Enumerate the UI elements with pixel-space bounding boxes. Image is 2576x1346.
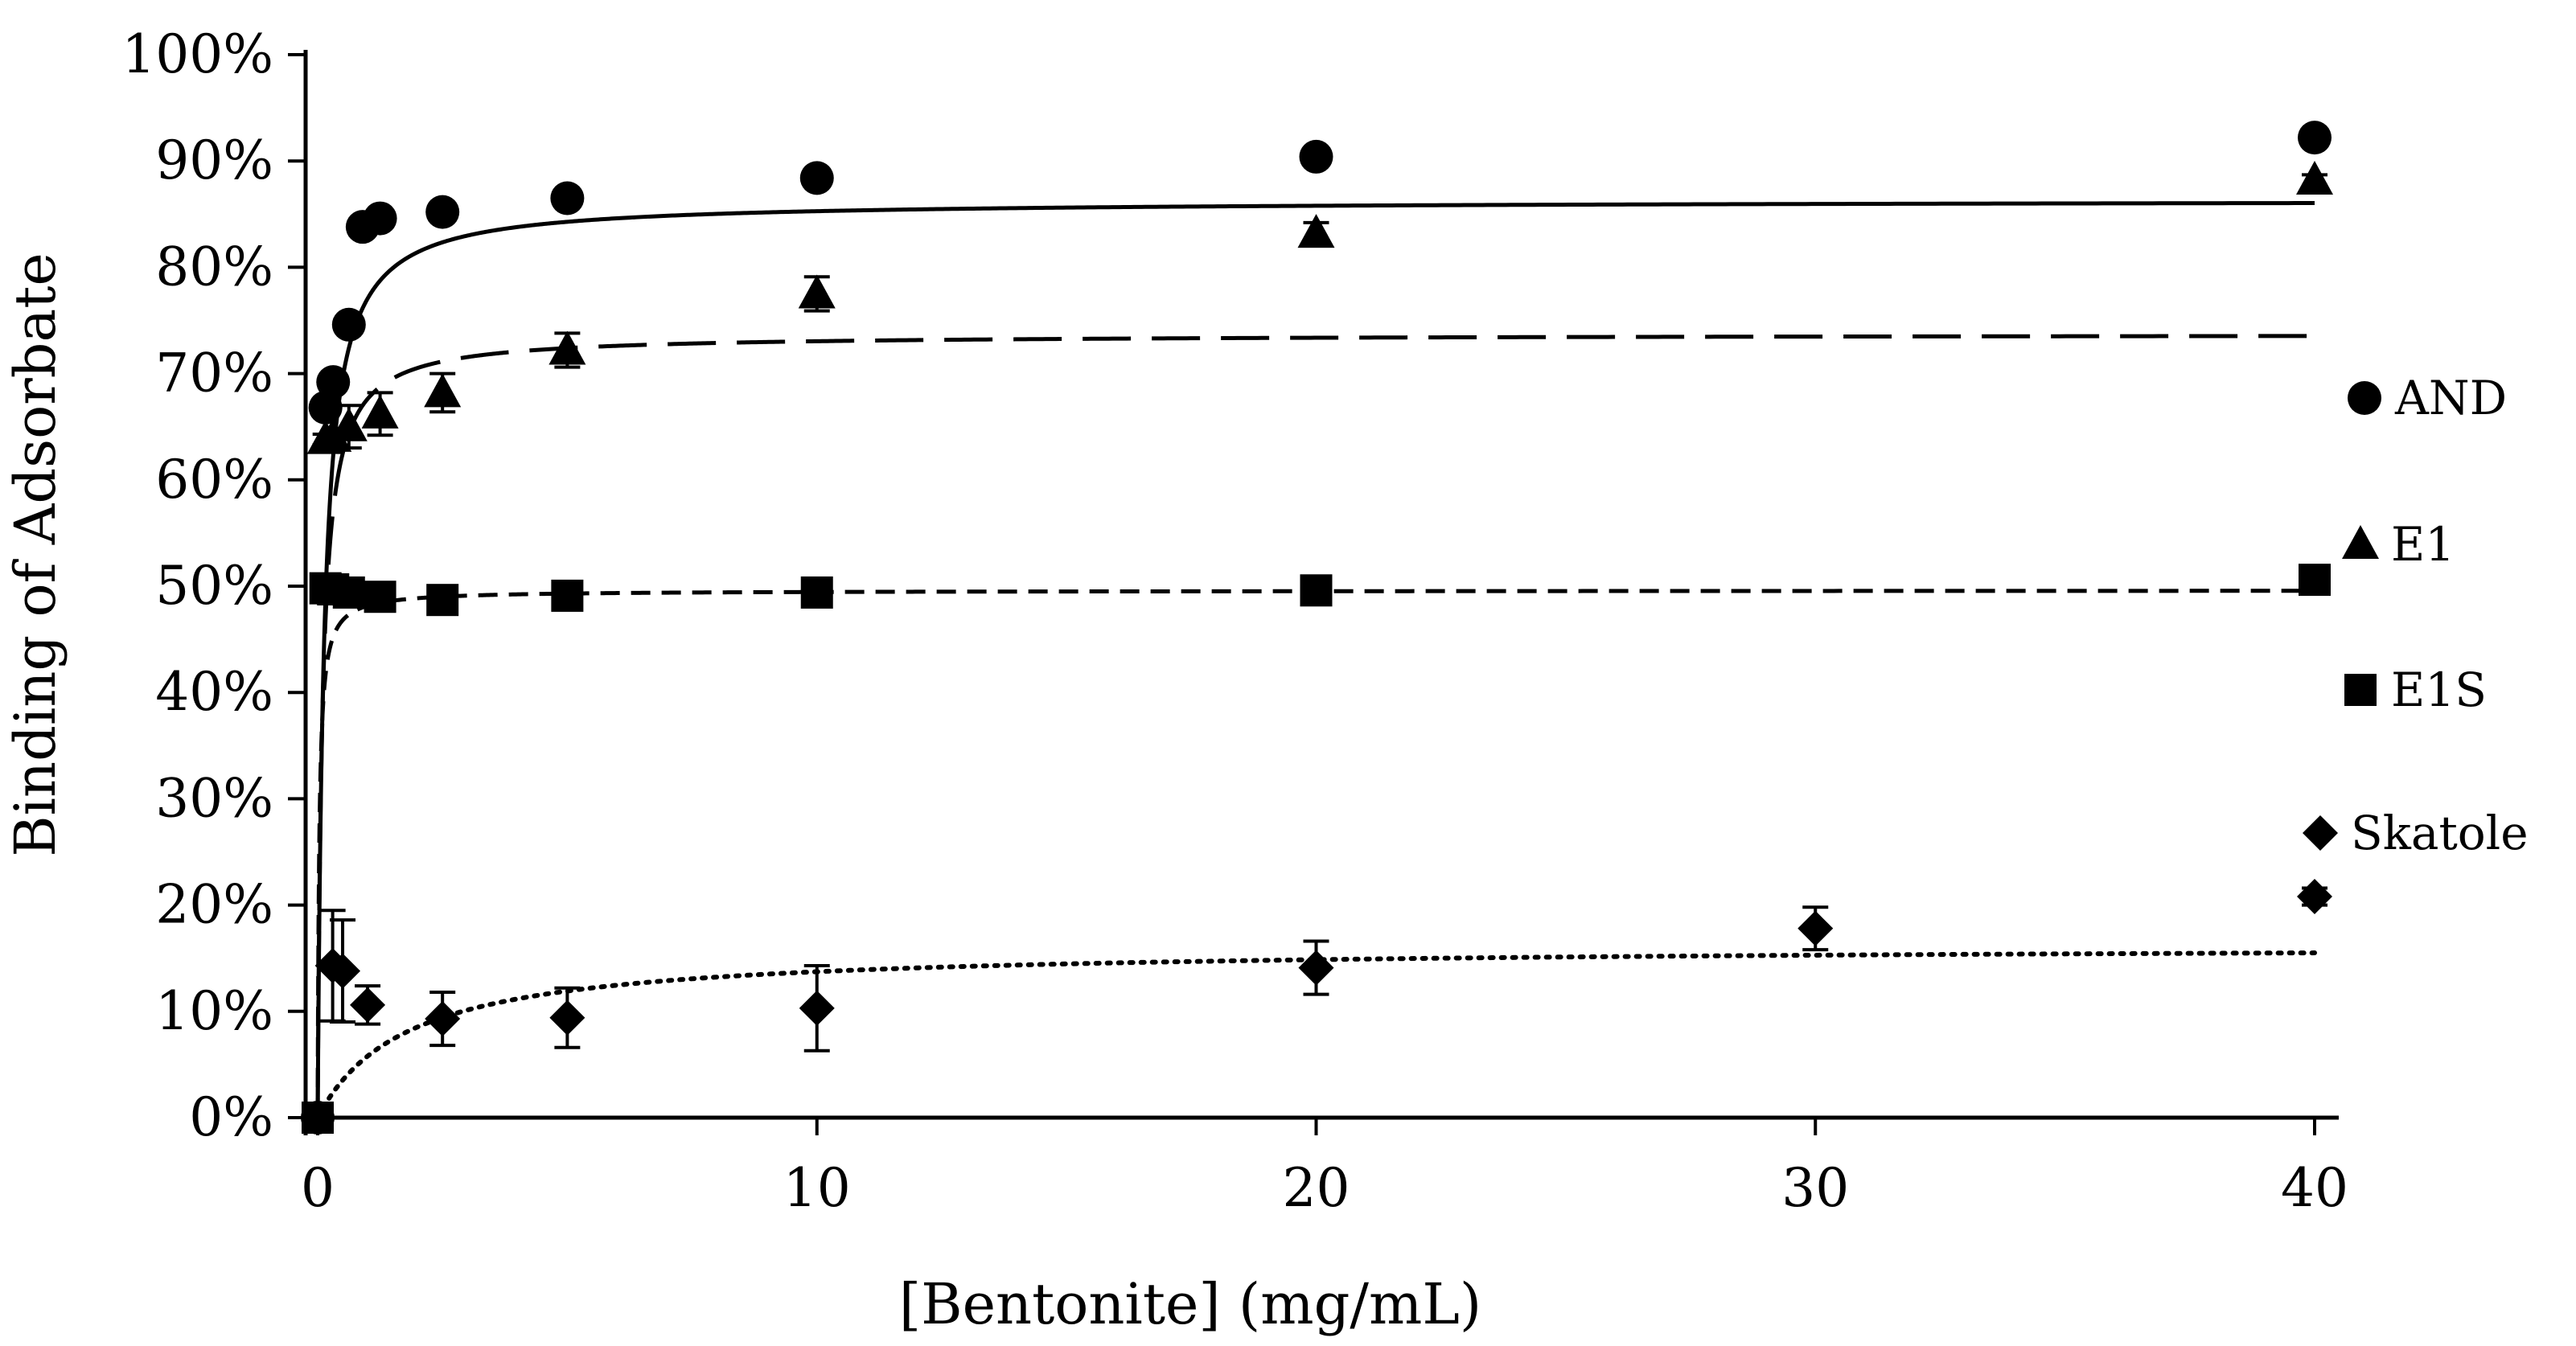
y-tick-label: 10% xyxy=(155,980,273,1042)
legend-item-and: AND xyxy=(2348,371,2507,425)
legend-item-e1s: E1S xyxy=(2344,663,2487,717)
y-tick-label: 50% xyxy=(155,555,273,617)
marker-e1 xyxy=(548,330,586,365)
marker-and xyxy=(2298,121,2332,155)
marker-e1s xyxy=(800,576,833,609)
marker-e1 xyxy=(361,394,399,429)
marker-and xyxy=(345,210,380,244)
marker-and xyxy=(331,307,366,342)
tick-labels: 0% 10% 20% 30% 40% 50% 60% 70% 80% 90% 100% 0 10 20 30… xyxy=(121,23,2348,1219)
marker-and xyxy=(316,365,351,400)
x-tick-label: 30 xyxy=(1781,1157,1849,1219)
marker-e1 xyxy=(2296,160,2333,195)
fit-curve-skatole xyxy=(315,950,2317,1120)
y-tick-label: 100% xyxy=(121,23,273,85)
x-tick-label: 40 xyxy=(2281,1157,2348,1219)
y-tick-label: 90% xyxy=(155,129,273,191)
axes xyxy=(288,50,2339,1135)
marker-skatole xyxy=(799,990,835,1026)
legend-label: AND xyxy=(2394,371,2507,425)
legend-label: E1 xyxy=(2391,517,2455,572)
marker-e1s xyxy=(551,579,584,612)
marker-e1s xyxy=(1300,574,1333,607)
marker-e1 xyxy=(1297,214,1335,248)
marker-skatole xyxy=(1797,910,1834,946)
fit-curve-e1 xyxy=(315,334,2315,1118)
marker-e1s xyxy=(426,584,459,617)
x-axis-title: [Bentonite] (mg/mL) xyxy=(899,1271,1481,1337)
error-bars xyxy=(312,173,2327,1053)
marker-skatole xyxy=(350,987,386,1023)
marker-and xyxy=(550,181,585,215)
marker-e1s xyxy=(364,581,396,613)
x-tick-label: 10 xyxy=(783,1157,851,1219)
marker-e1 xyxy=(798,274,836,309)
legend-marker-e1s xyxy=(2344,674,2377,706)
legend-item-e1: E1 xyxy=(2342,517,2455,572)
marker-and xyxy=(799,161,834,195)
y-tick-label: 20% xyxy=(155,874,273,936)
legend-label: Skatole xyxy=(2351,806,2529,860)
y-tick-label: 40% xyxy=(155,661,273,723)
marker-and xyxy=(1299,139,1333,174)
marker-e1s xyxy=(2299,564,2331,597)
legend: AND E1 E1S Skatole xyxy=(2303,371,2529,860)
marker-skatole xyxy=(2297,879,2332,915)
fit-curve-e1s xyxy=(315,589,2315,1118)
marker-and xyxy=(425,195,460,229)
marker-skatole xyxy=(425,1001,461,1037)
marker-and xyxy=(308,390,343,425)
y-tick-label: 0% xyxy=(189,1086,273,1148)
marker-e1s xyxy=(302,1102,334,1134)
y-tick-label: 60% xyxy=(155,449,273,511)
marker-e1 xyxy=(424,373,462,408)
y-axis-title: Binding of Adsorbate xyxy=(2,252,68,857)
y-tick-label: 30% xyxy=(155,767,273,829)
data-markers xyxy=(301,121,2333,1135)
marker-e1s xyxy=(332,576,365,609)
legend-label: E1S xyxy=(2391,663,2487,717)
legend-marker-skatole xyxy=(2303,815,2338,851)
legend-marker-and xyxy=(2348,381,2381,415)
x-tick-label: 20 xyxy=(1283,1157,1350,1219)
legend-item-skatole: Skatole xyxy=(2303,806,2529,860)
marker-skatole xyxy=(325,953,361,989)
marker-e1 xyxy=(330,407,368,441)
marker-skatole xyxy=(549,999,585,1036)
x-tick-label: 0 xyxy=(301,1157,335,1219)
y-tick-label: 70% xyxy=(155,343,273,404)
legend-marker-e1 xyxy=(2342,525,2379,559)
y-tick-label: 80% xyxy=(155,236,273,298)
marker-e1 xyxy=(314,417,352,452)
marker-skatole xyxy=(1298,950,1334,986)
